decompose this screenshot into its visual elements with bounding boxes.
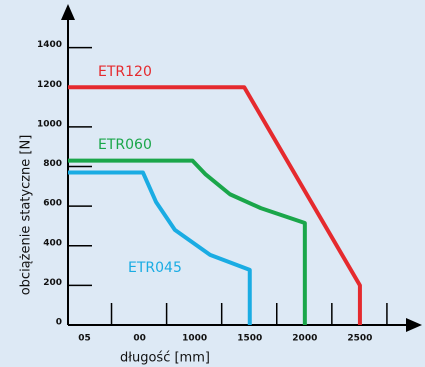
y-axis-arrow <box>61 4 75 20</box>
series-label: ETR060 <box>98 137 152 153</box>
x-tick-label: 2500 <box>347 334 372 344</box>
series-line <box>68 170 252 325</box>
y-tick-label: 400 <box>43 238 62 248</box>
y-tick-label: 800 <box>43 159 62 169</box>
y-tick-label: 1400 <box>37 40 62 50</box>
y-tick-label: 1200 <box>37 80 62 90</box>
y-tick-label: 600 <box>43 199 62 209</box>
series-line <box>68 85 362 325</box>
y-axis-title: obciążenie statyczne [N] <box>19 135 34 296</box>
y-tick-label: 200 <box>43 278 62 288</box>
y-tick-label: 1000 <box>37 119 62 129</box>
x-axis-arrow <box>406 318 422 332</box>
series-line <box>68 158 307 325</box>
x-tick-label: 00 <box>133 334 146 344</box>
x-tick-label: 1500 <box>237 334 262 344</box>
x-axis-title: długość [mm] <box>120 351 210 366</box>
series-label: ETR045 <box>128 260 182 276</box>
y-tick-label: 0 <box>56 318 62 328</box>
x-tick-label: 05 <box>78 334 91 344</box>
x-tick-label: 1000 <box>182 334 207 344</box>
series-label: ETR120 <box>98 64 152 80</box>
x-tick-label: 2000 <box>292 334 317 344</box>
